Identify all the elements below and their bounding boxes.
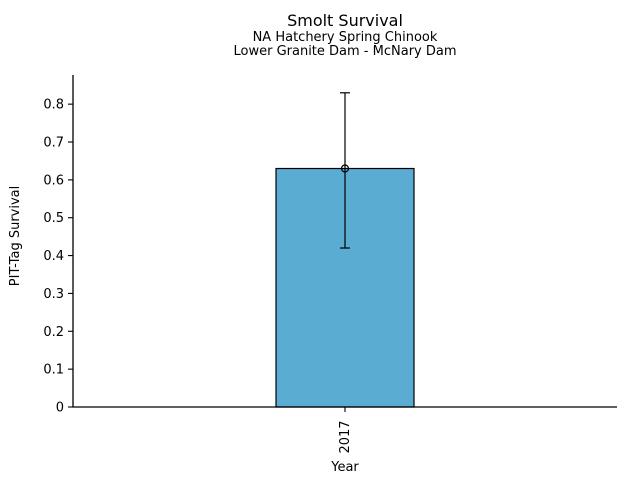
- y-axis-label: PIT-Tag Survival: [8, 186, 23, 286]
- y-tick-label: 0.7: [43, 136, 64, 151]
- y-tick-label: 0.4: [43, 249, 64, 264]
- plot-area: 2017 0 0.1 0.2 0.3 0.4 0.5 0.6 0.7 0.8: [43, 75, 617, 454]
- y-tick-label: 0.5: [43, 211, 64, 226]
- y-tick-label: 0.8: [43, 98, 64, 113]
- chart-subtitle-1: NA Hatchery Spring Chinook: [253, 30, 438, 45]
- chart-title: Smolt Survival: [287, 11, 403, 30]
- chart-subtitle-2: Lower Granite Dam - McNary Dam: [234, 44, 457, 59]
- y-tick-label: 0: [56, 401, 64, 416]
- x-tick-label: 2017: [338, 420, 353, 453]
- y-tick-label: 0.3: [43, 287, 64, 302]
- x-axis-label: Year: [330, 460, 359, 475]
- y-tick-label: 0.6: [43, 173, 64, 188]
- point-marker-circle: [340, 164, 350, 173]
- y-tick-label: 0.2: [43, 325, 64, 340]
- y-tick-label: 0.1: [43, 363, 64, 378]
